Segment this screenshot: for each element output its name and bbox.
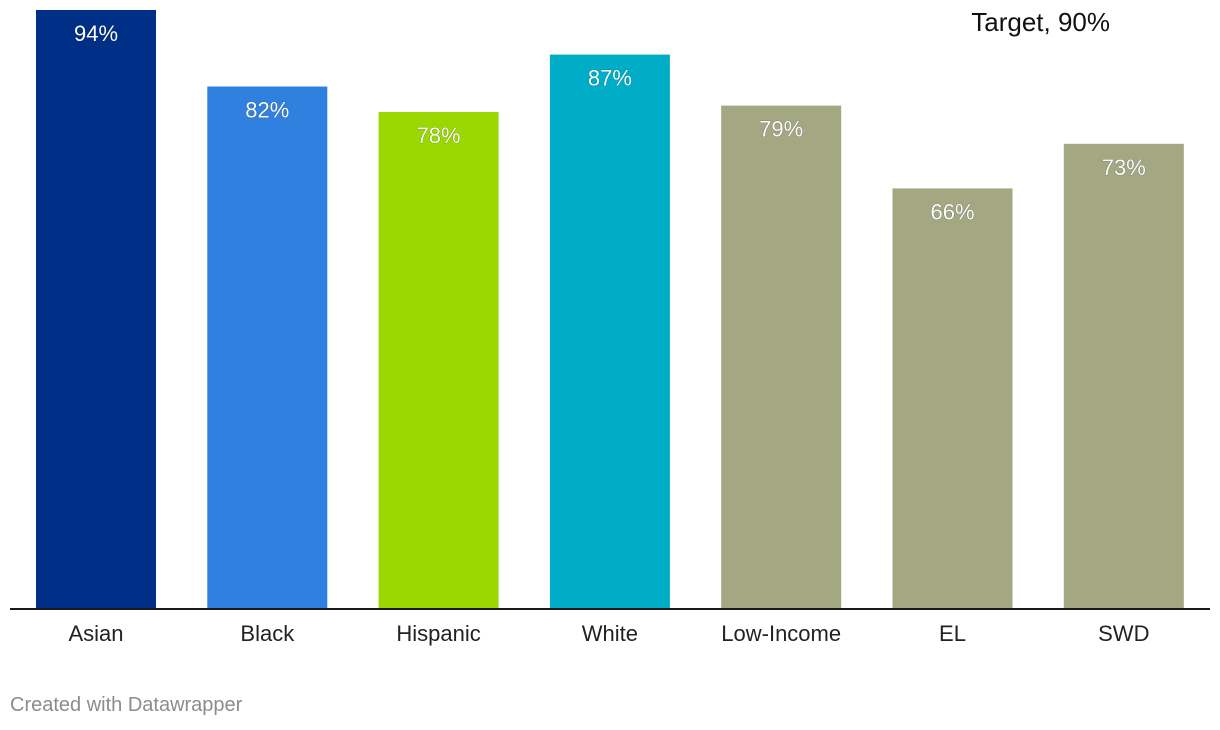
category-label: SWD (1098, 621, 1149, 646)
category-label: White (582, 621, 638, 646)
value-label: 73% (1102, 155, 1146, 180)
category-label: Low-Income (721, 621, 841, 646)
value-label: 66% (930, 199, 974, 224)
target-annotation: Target, 90% (971, 7, 1110, 37)
bar-low-income (721, 105, 842, 609)
value-label: 94% (74, 21, 118, 46)
value-label: 82% (245, 98, 289, 123)
category-labels-layer: Asian Black Hispanic White Low-Income EL SWD (68, 621, 1149, 646)
category-label: Asian (68, 621, 123, 646)
credit-text: Created with Datawrapper (10, 694, 243, 716)
bar-chart: 94% 82% 78% 87% 79% 66% 73% Asian Black Hispanic… (10, 7, 1210, 646)
bar-black (207, 86, 328, 609)
bar-hispanic (378, 112, 499, 609)
value-label: 87% (588, 66, 632, 91)
value-label: 79% (759, 117, 803, 142)
bar-white (549, 54, 670, 610)
value-labels-layer: 94% 82% 78% 87% 79% 66% 73% (74, 21, 1146, 225)
bar-asian (36, 10, 156, 609)
bars-layer (36, 10, 1184, 610)
category-label: EL (939, 621, 966, 646)
value-label: 78% (417, 123, 461, 148)
category-label: Black (240, 621, 295, 646)
bar-el (892, 188, 1013, 609)
category-label: Hispanic (396, 621, 480, 646)
bar-swd (1063, 143, 1184, 610)
